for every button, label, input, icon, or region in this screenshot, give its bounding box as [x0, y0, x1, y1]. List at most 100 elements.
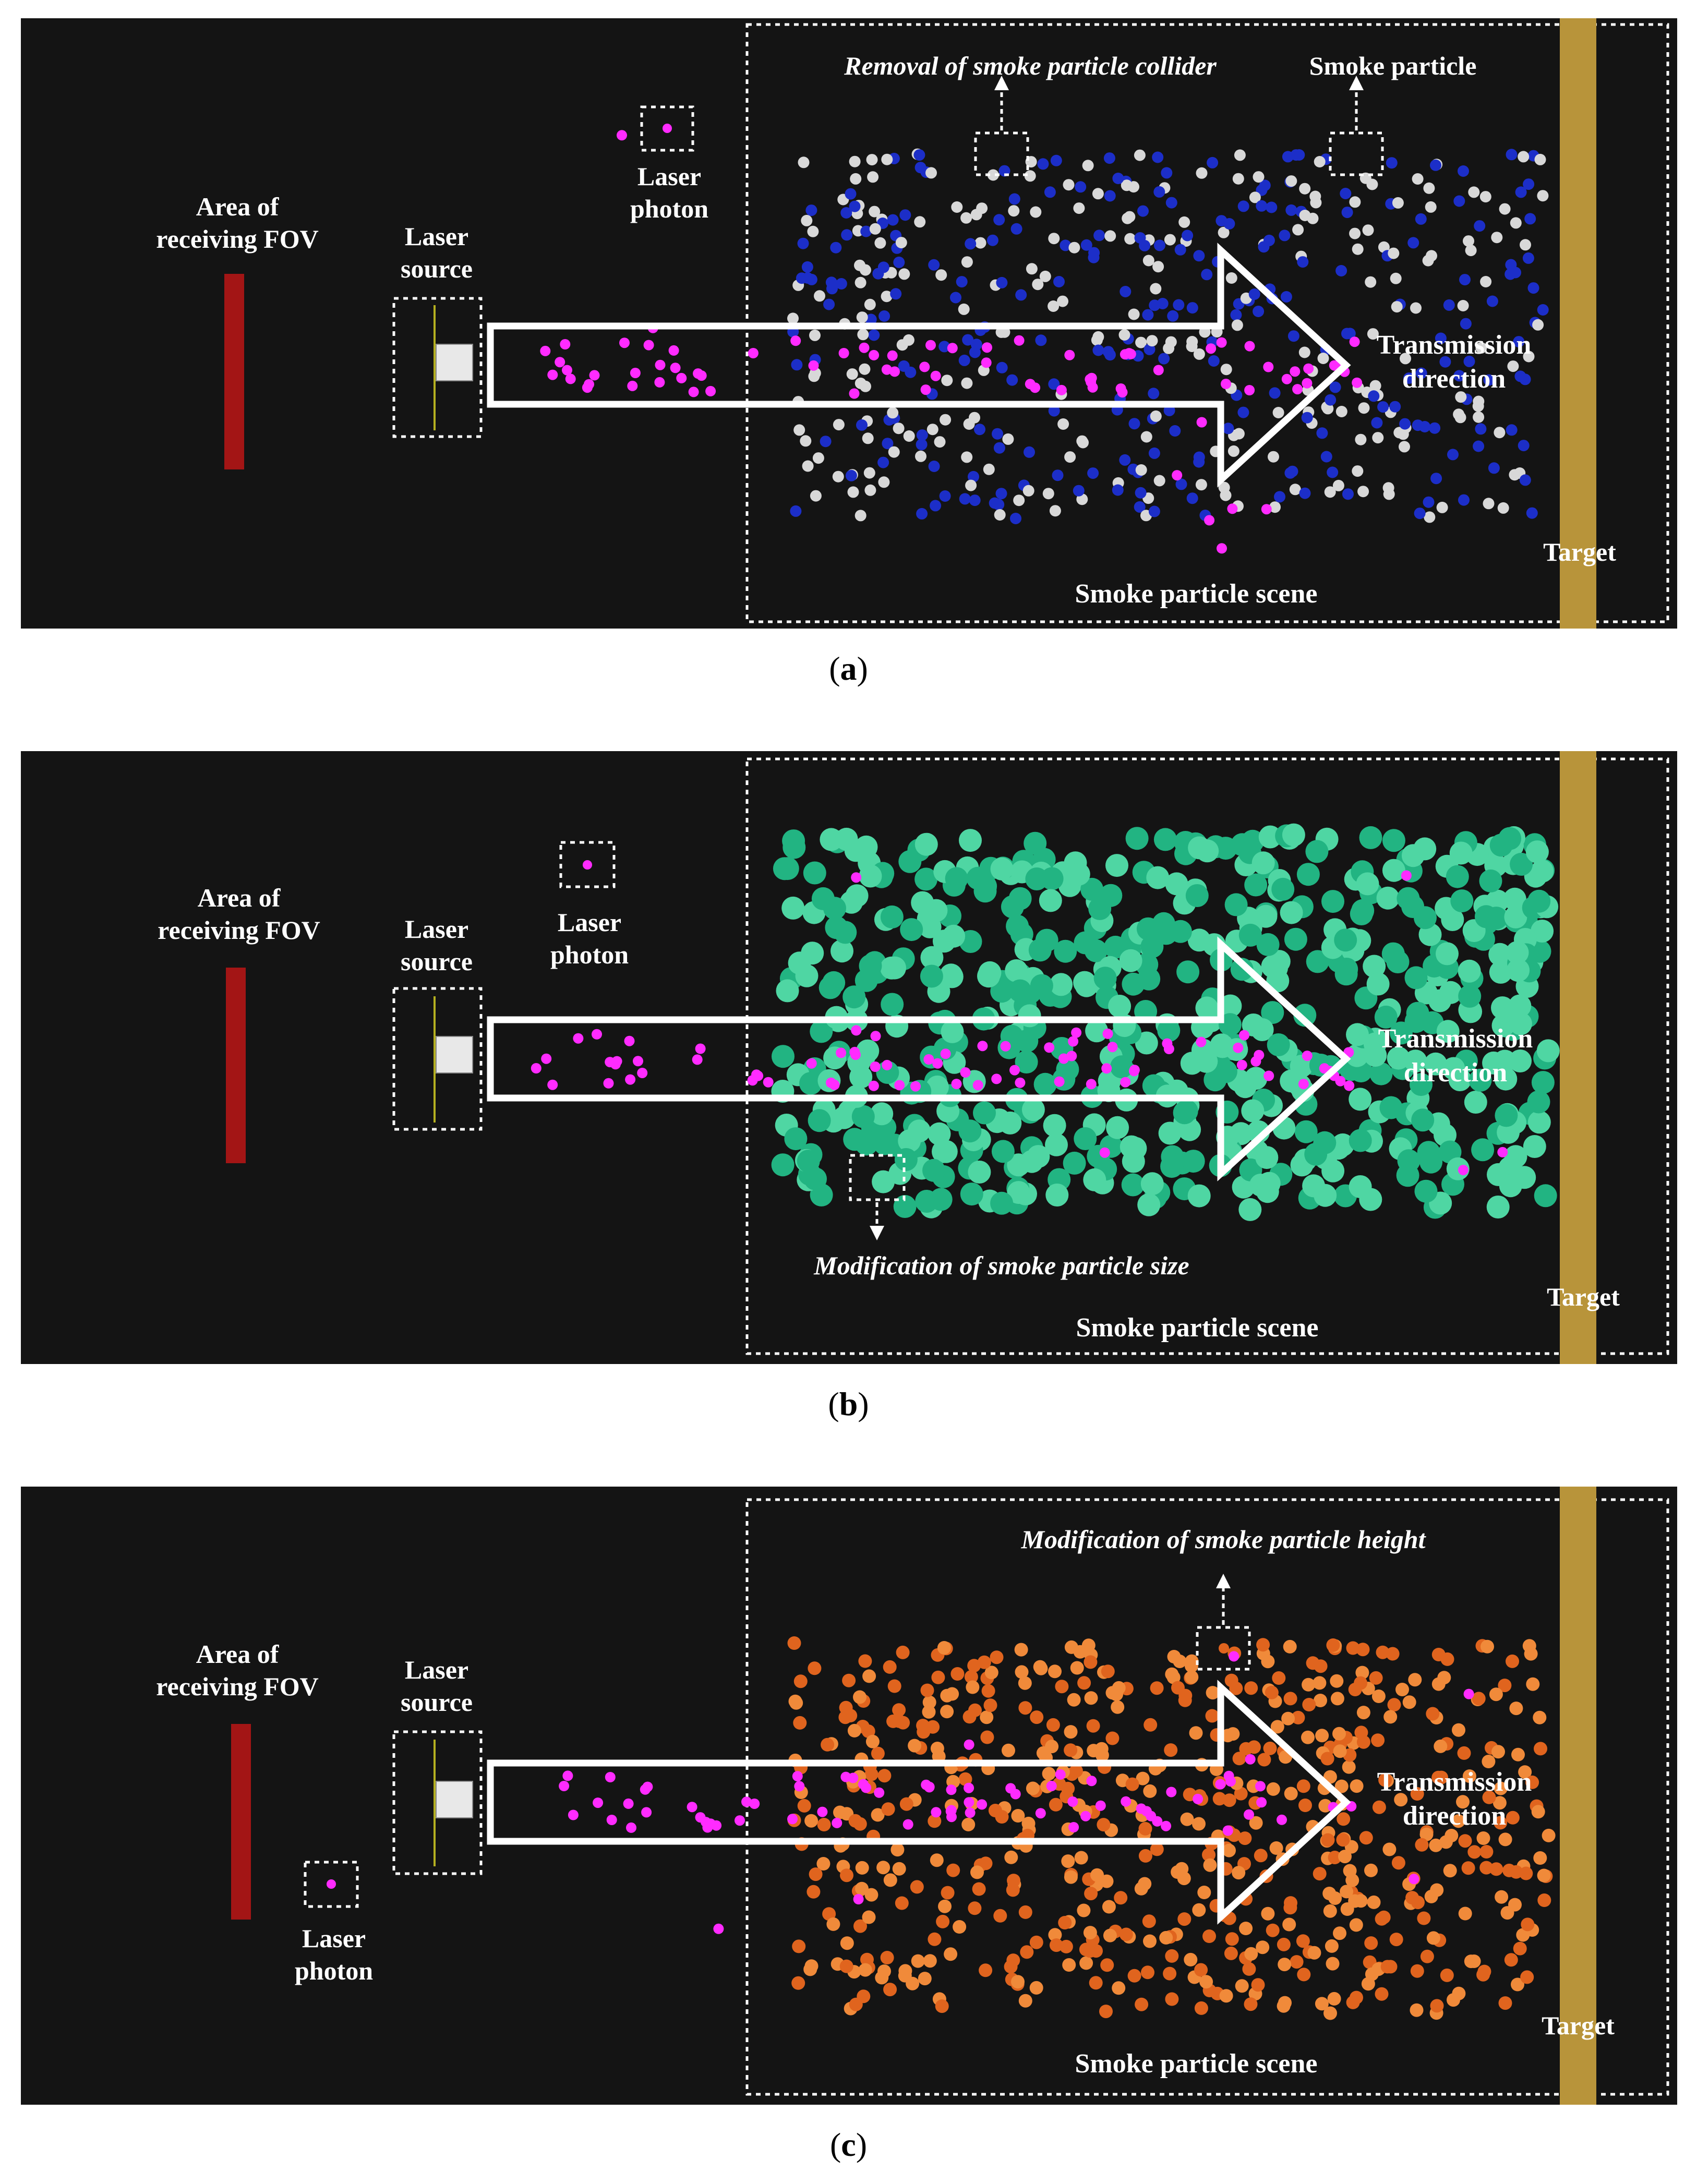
smoke-particle	[1244, 1681, 1258, 1695]
laser-source-box	[392, 987, 483, 1131]
smoke-particle	[865, 313, 877, 325]
smoke-particle	[807, 225, 819, 237]
smoke-particle	[1138, 1877, 1152, 1891]
smoke-particle	[900, 918, 923, 942]
smoke-particle	[1119, 1927, 1133, 1941]
smoke-particle	[1176, 960, 1200, 984]
smoke-particle	[1177, 1912, 1191, 1926]
smoke-particle	[1083, 1168, 1106, 1191]
smoke-particle	[807, 1885, 821, 1899]
smoke-particle	[1521, 1917, 1535, 1932]
smoke-particle	[1284, 1787, 1298, 1801]
smoke-particle	[861, 1724, 875, 1738]
smoke-particle	[1503, 887, 1526, 911]
smoke-particle	[1532, 319, 1544, 331]
laser-photon	[748, 348, 759, 358]
smoke-particle	[1004, 1960, 1018, 1974]
smoke-particle	[1301, 412, 1313, 424]
smoke-particle	[995, 488, 1007, 500]
smoke-particle	[1195, 996, 1219, 1020]
smoke-particle	[940, 414, 952, 426]
smoke-particle	[1367, 328, 1379, 340]
smoke-particle	[935, 269, 947, 281]
smoke-particle	[1189, 1726, 1203, 1740]
smoke-particle	[1356, 1706, 1370, 1720]
laser-photon	[1261, 504, 1272, 515]
laser-photon	[1095, 1800, 1106, 1811]
smoke-particle	[1121, 179, 1133, 191]
smoke-particle	[859, 264, 871, 276]
smoke-particle	[938, 341, 950, 353]
smoke-particle	[1527, 889, 1551, 913]
smoke-particle	[1103, 1928, 1117, 1942]
smoke-particle	[1222, 1843, 1236, 1857]
smoke-particle	[1148, 505, 1160, 517]
smoke-particle	[860, 1952, 874, 1966]
smoke-particle	[1435, 332, 1447, 344]
smoke-particle	[1382, 829, 1405, 852]
smoke-particle	[854, 377, 866, 389]
smoke-particle	[965, 238, 977, 250]
smoke-particle	[942, 924, 966, 948]
smoke-particle	[1231, 319, 1243, 331]
smoke-particle	[1265, 956, 1288, 980]
target-bar	[1560, 18, 1596, 629]
smoke-particle	[1371, 1690, 1386, 1703]
laser-photon	[964, 1797, 974, 1808]
smoke-particle	[1018, 1994, 1032, 2008]
smoke-particle	[1489, 960, 1512, 984]
smoke-particle	[1010, 223, 1022, 235]
smoke-particle	[1235, 1979, 1249, 1993]
laser-photon	[605, 1772, 616, 1782]
smoke-particle	[877, 1964, 891, 1978]
smoke-particle	[881, 1802, 895, 1816]
smoke-particle	[881, 291, 893, 303]
laser-photon-label-line2: photon	[550, 940, 629, 969]
smoke-particle	[801, 214, 813, 226]
smoke-particle	[1256, 1940, 1270, 1954]
smoke-particle	[1173, 1101, 1196, 1125]
smoke-particle	[1307, 1946, 1321, 1960]
smoke-particle	[1378, 241, 1390, 253]
smoke-particle	[1049, 1797, 1063, 1812]
laser-photon	[790, 335, 801, 346]
smoke-particle	[1467, 1845, 1482, 1859]
smoke-particle	[1472, 400, 1484, 412]
laser-photon	[1146, 1811, 1157, 1821]
laser-photon	[1068, 1822, 1079, 1832]
laser-photon	[1099, 1147, 1110, 1158]
smoke-particle	[1498, 1996, 1512, 2010]
laser-photon	[1401, 870, 1412, 881]
smoke-particle	[1011, 1809, 1025, 1823]
laser-photon	[1281, 373, 1292, 384]
smoke-particle	[1218, 1013, 1242, 1036]
laser-photon	[1046, 1781, 1057, 1791]
smoke-particle	[1424, 1052, 1447, 1076]
smoke-particle	[1480, 276, 1492, 287]
smoke-particle	[871, 1808, 885, 1822]
smoke-particle	[910, 1880, 924, 1894]
laser-photon	[1025, 379, 1036, 390]
smoke-particle	[1301, 1730, 1315, 1744]
smoke-particle	[1415, 213, 1427, 225]
smoke-particle	[1380, 1960, 1394, 1974]
smoke-particle	[1269, 1841, 1283, 1855]
laser-photon	[945, 1806, 956, 1817]
smoke-particle	[1542, 1828, 1556, 1842]
smoke-particle	[850, 173, 862, 185]
smoke-particle	[1093, 230, 1105, 242]
smoke-particle	[781, 896, 805, 920]
smoke-particle	[1187, 1184, 1211, 1208]
laser-photon	[625, 1074, 636, 1085]
fov-label-line2: receiving FOV	[156, 224, 319, 254]
smoke-particle	[1152, 261, 1164, 273]
laser-photon	[925, 340, 936, 351]
smoke-particle	[914, 832, 938, 856]
smoke-particle	[1479, 1861, 1494, 1875]
smoke-particle	[1045, 1184, 1069, 1206]
smoke-particle	[1458, 959, 1481, 983]
laser-photon	[981, 357, 992, 368]
smoke-particle	[987, 169, 999, 181]
smoke-particle	[1062, 1958, 1076, 1972]
smoke-particle	[792, 1939, 806, 1953]
